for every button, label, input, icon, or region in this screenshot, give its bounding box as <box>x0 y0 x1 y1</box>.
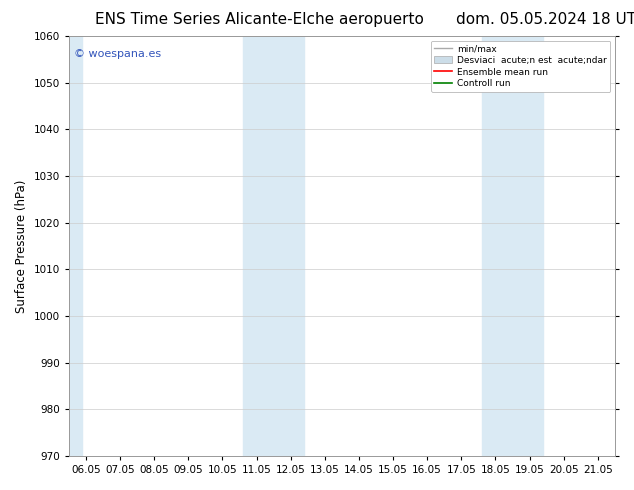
Text: ENS Time Series Alicante-Elche aeropuerto: ENS Time Series Alicante-Elche aeropuert… <box>95 12 424 27</box>
Text: © woespana.es: © woespana.es <box>74 49 162 59</box>
Legend: min/max, Desviaci  acute;n est  acute;ndar, Ensemble mean run, Controll run: min/max, Desviaci acute;n est acute;ndar… <box>430 41 611 92</box>
Bar <box>69 36 82 456</box>
Y-axis label: Surface Pressure (hPa): Surface Pressure (hPa) <box>15 179 28 313</box>
Text: dom. 05.05.2024 18 UTC: dom. 05.05.2024 18 UTC <box>456 12 634 27</box>
Bar <box>482 36 543 456</box>
Bar <box>243 36 304 456</box>
